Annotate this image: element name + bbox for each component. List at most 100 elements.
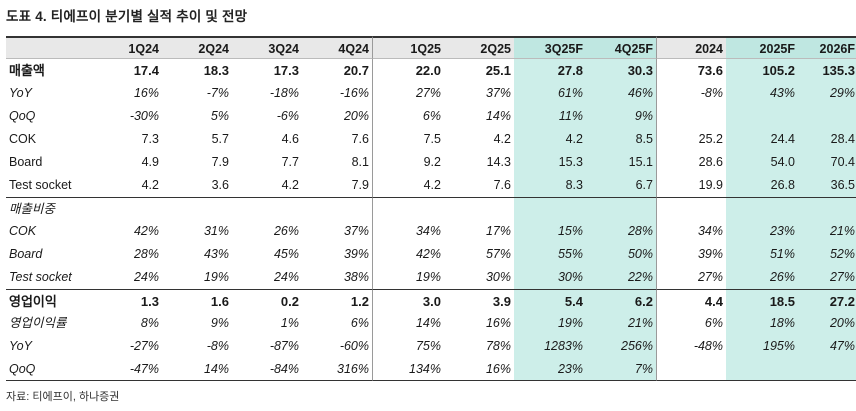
table-cell: 43%: [726, 82, 798, 105]
table-cell: -48%: [656, 335, 726, 358]
table-cell: 4.2: [493, 132, 511, 146]
table-cell: 14%: [162, 358, 232, 381]
table-cell: 75%: [372, 335, 444, 358]
column-header: 3Q24: [232, 36, 302, 59]
table-cell: 27.8: [514, 59, 586, 82]
table-cell: [302, 197, 372, 220]
table-cell: 57%: [485, 247, 511, 261]
table-cell: 47%: [798, 335, 856, 358]
table-cell: 30%: [485, 270, 511, 284]
table-cell: 36.5: [798, 174, 856, 197]
table-cell: 16%: [444, 358, 514, 381]
row-label: Test socket: [9, 178, 72, 192]
table-cell: 8.3: [514, 174, 586, 197]
table-cell: 43%: [203, 247, 229, 261]
table-cell: 195%: [726, 335, 798, 358]
table-cell: [162, 197, 232, 220]
table-cell: 27%: [656, 266, 726, 289]
table-cell: 18.3: [203, 63, 229, 78]
table-cell: 1.6: [162, 289, 232, 312]
column-header: 1Q25: [372, 36, 444, 59]
table-cell: 24%: [273, 270, 299, 284]
table-cell: 37%: [485, 86, 511, 100]
table-cell: 26.8: [726, 174, 798, 197]
table-cell: 24%: [133, 270, 159, 284]
table-cell: 134%: [372, 358, 444, 381]
table-cell: 20%: [798, 312, 856, 335]
table-cell: [444, 197, 514, 220]
table-cell: 22.0: [372, 59, 444, 82]
column-header: 2024: [656, 36, 726, 59]
table-cell: 28%: [586, 220, 656, 243]
table-cell: 7%: [586, 358, 656, 381]
table-cell: 38%: [343, 270, 369, 284]
table-cell: 4.2: [514, 128, 586, 151]
table-cell: -87%: [269, 339, 299, 353]
row-label: COK: [9, 132, 37, 146]
table-cell: 7.3: [141, 132, 159, 146]
table-cell: 16%: [133, 86, 159, 100]
table-cell: 30.3: [586, 59, 656, 82]
table-cell: 17%: [485, 224, 511, 238]
table-cell: 1283%: [514, 335, 586, 358]
table-cell: 15.1: [586, 151, 656, 174]
table-cell: 4.6: [281, 132, 299, 146]
column-header: 2Q24: [162, 36, 232, 59]
row-label: Test socket: [9, 270, 72, 284]
table-cell: 4.2: [141, 178, 159, 192]
table-cell: 52%: [798, 243, 856, 266]
table-cell: [372, 197, 444, 220]
earnings-table: 1Q24 2Q24 3Q24 4Q24 1Q25 2Q25 3Q25F 4Q25F 2024 20…: [6, 36, 856, 381]
table-cell: 9%: [210, 316, 229, 330]
row-label: 매출액: [9, 63, 45, 78]
table-cell: 28.6: [656, 151, 726, 174]
table-cell: 70.4: [798, 151, 856, 174]
table-cell: 11%: [514, 105, 586, 128]
table-cell: 6%: [350, 316, 369, 330]
table-cell: -6%: [276, 109, 299, 123]
table-cell: 14.3: [486, 155, 511, 169]
table-title: 도표 4. 티에프이 분기별 실적 추이 및 전망: [6, 9, 248, 24]
table-cell: 16%: [485, 316, 511, 330]
table-cell: [798, 197, 856, 220]
table-cell: 39%: [343, 247, 369, 261]
table-cell: [656, 358, 726, 381]
table-cell: 30%: [514, 266, 586, 289]
table-cell: 6%: [372, 105, 444, 128]
table-cell: [586, 197, 656, 220]
column-header: 2025F: [726, 36, 798, 59]
table-cell: 34%: [372, 220, 444, 243]
table-cell: 7.6: [493, 178, 511, 192]
table-cell: 31%: [203, 224, 229, 238]
table-cell: 7.5: [372, 128, 444, 151]
table-cell: 3.9: [444, 289, 514, 312]
table-cell: 19%: [514, 312, 586, 335]
table-cell: 54.0: [726, 151, 798, 174]
column-header: 4Q25F: [586, 36, 656, 59]
table-cell: 46%: [586, 82, 656, 105]
table-cell: 8.5: [586, 128, 656, 151]
table-cell: -47%: [102, 358, 162, 381]
table-cell: 135.3: [798, 59, 856, 82]
table-cell: 8%: [140, 316, 159, 330]
table-cell: 39%: [656, 243, 726, 266]
table-cell: 7.6: [351, 132, 369, 146]
table-cell: 17.4: [133, 63, 159, 78]
table-cell: -27%: [129, 339, 159, 353]
table-cell: 4.2: [372, 174, 444, 197]
table-cell: 28.4: [798, 128, 856, 151]
table-cell: 34%: [656, 220, 726, 243]
table-cell: 19.9: [656, 174, 726, 197]
table-cell: 28%: [133, 247, 159, 261]
header-corner: [6, 36, 102, 59]
table-cell: 0.2: [232, 289, 302, 312]
table-cell: 14%: [485, 109, 511, 123]
table-cell: 17.3: [273, 63, 299, 78]
table-cell: 61%: [514, 82, 586, 105]
table-cell: 42%: [372, 243, 444, 266]
table-cell: 73.6: [656, 59, 726, 82]
table-cell: 25.1: [485, 63, 511, 78]
table-cell: 50%: [586, 243, 656, 266]
table-cell: 19%: [203, 270, 229, 284]
table-cell: 37%: [343, 224, 369, 238]
